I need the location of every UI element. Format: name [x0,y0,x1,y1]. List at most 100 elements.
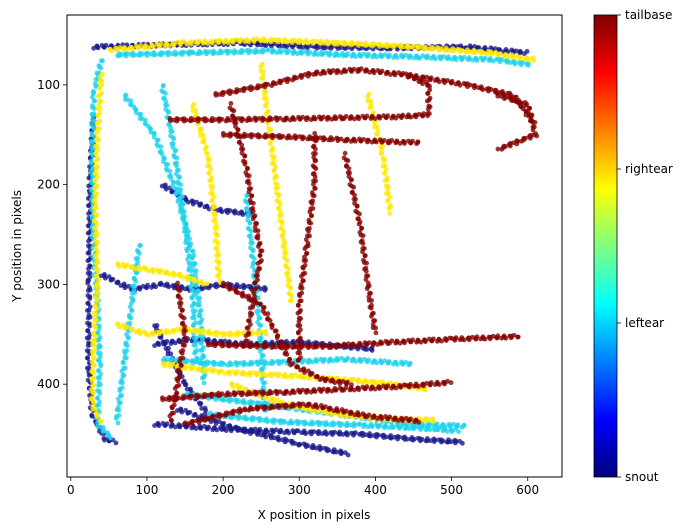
leftear-point [261,48,267,54]
tailbase-point [430,336,436,342]
rightear-point [93,166,99,172]
rightear-point [276,37,282,42]
rightear-point [158,328,164,334]
rightear-point [92,333,98,339]
rightear-point [171,42,177,48]
rightear-point [95,147,101,152]
tailbase-point [322,70,328,76]
snout-point [193,426,199,431]
leftear-point [181,217,187,222]
snout-point [85,280,91,286]
snout-point [334,449,340,455]
tailbase-point [300,265,306,271]
leftear-point [192,350,198,356]
snout-point [85,343,91,349]
leftear-point [403,359,409,365]
tailbase-point [425,111,430,117]
leftear-point [98,58,104,64]
rightear-point [216,261,222,266]
rightear-point [230,384,236,390]
leftear-point [328,51,333,57]
tailbase-point [313,138,319,144]
tailbase-point [416,419,422,425]
snout-point [292,441,298,446]
rightear-point [229,332,234,337]
tailbase-point [530,119,536,125]
rightear-point [210,206,216,211]
rightear-point [125,262,130,268]
snout-point [86,211,91,216]
snout-point [297,441,303,447]
leftear-point [256,315,262,321]
rightear-point [251,38,257,44]
leftear-point [273,418,278,423]
snout-point [198,201,204,207]
leftear-point [307,49,313,55]
snout-point [163,186,169,192]
rightear-point [430,416,436,422]
leftear-point [229,397,235,403]
tailbase-point [427,95,433,101]
leftear-point [281,358,286,364]
leftear-point [181,201,186,207]
snout-point [172,424,178,430]
leftear-point [97,354,103,360]
leftear-point [93,77,99,82]
tailbase-point [306,228,311,234]
leftear-point [303,420,308,426]
x-tick-label: 200 [212,483,235,497]
rightear-point [313,38,319,44]
leftear-point [123,92,129,98]
rightear-point [187,328,193,334]
leftear-point [181,209,187,214]
rightear-point [255,370,261,376]
rightear-point [288,285,294,291]
rightear-point [263,373,269,379]
leftear-point [265,47,271,53]
leftear-point [211,50,217,55]
leftear-point [159,151,165,157]
leftear-point [395,55,400,60]
tailbase-point [243,333,249,339]
x-tick-label: 500 [440,483,463,497]
x-tick-label: 400 [364,483,387,497]
rightear-point [204,150,209,156]
snout-point [295,428,301,434]
snout-point [113,440,119,446]
leftear-point [116,407,122,413]
rightear-point [190,104,196,109]
leftear-point [113,415,119,421]
rightear-point [91,205,97,211]
tailbase-point [385,113,391,119]
snout-point [177,424,183,430]
leftear-point [147,125,153,131]
tailbase-point [182,343,187,348]
rightear-point [423,387,428,393]
rightear-point [214,253,220,258]
tailbase-point [246,181,252,187]
leftear-point [130,290,135,296]
rightear-point [92,198,98,204]
tailbase-point [259,248,265,254]
rightear-point [386,206,392,211]
rightear-point [92,318,98,323]
leftear-point [152,52,158,58]
leftear-point [137,251,142,256]
leftear-point [163,102,168,108]
rightear-point [94,241,100,246]
leftear-point [249,228,254,234]
rightear-point [270,156,276,162]
tailbase-point [363,268,369,274]
leftear-point [353,54,359,59]
tailbase-point [177,288,183,294]
leftear-point [445,54,451,60]
tailbase-point [351,184,357,190]
leftear-point [182,229,187,235]
leftear-point [345,355,351,361]
snout-point [476,45,482,51]
leftear-point [255,311,261,317]
leftear-point [89,161,94,166]
leftear-point [138,111,144,117]
leftear-point [411,425,417,431]
rightear-point [510,54,516,60]
